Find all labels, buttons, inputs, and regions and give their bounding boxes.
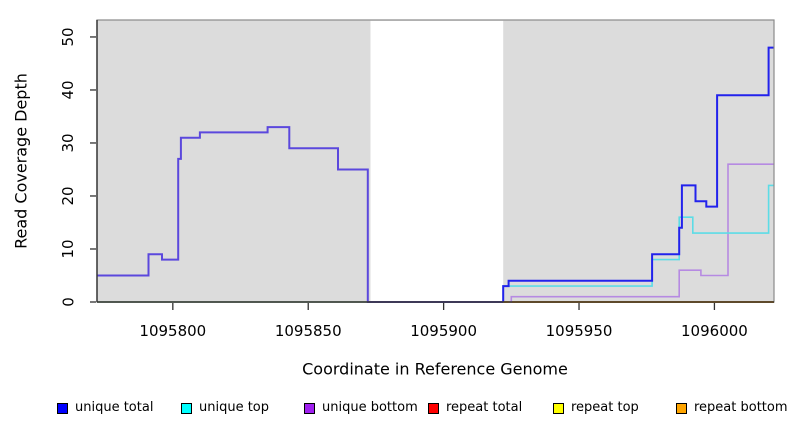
legend-swatch-repeat-bottom [676, 402, 687, 414]
x-tick-label: 1095800 [139, 322, 206, 340]
legend: unique total unique top unique bottom repea… [0, 400, 792, 420]
y-tick-label: 20 [59, 186, 77, 205]
legend-label: unique total [75, 400, 154, 415]
series-unique-top [502, 184, 774, 302]
series-unique-total-left [97, 126, 504, 303]
y-axis-title: Read Coverage Depth [11, 73, 31, 249]
legend-item-unique-bottom: unique bottom [304, 400, 418, 416]
legend-item-unique-top: unique top [181, 400, 269, 416]
x-tick-label: 1095900 [410, 322, 477, 340]
legend-label: unique top [199, 400, 270, 415]
legend-swatch-repeat-total [428, 402, 439, 414]
y-tick-label: 40 [59, 80, 77, 99]
legend-swatch-unique-total [57, 402, 68, 414]
y-tick-label: 30 [59, 133, 77, 152]
y-tick-label: 0 [59, 297, 77, 307]
x-tick-label: 1095950 [546, 322, 613, 340]
legend-label: repeat bottom [694, 400, 788, 415]
legend-label: repeat total [446, 400, 523, 415]
legend-swatch-unique-bottom [304, 402, 315, 414]
legend-item-repeat-total: repeat total [428, 400, 522, 416]
series-unique-total-right [502, 46, 774, 302]
x-axis-title: Coordinate in Reference Genome [302, 359, 568, 379]
masked-gap-region [370, 20, 504, 302]
series-unique-bottom [508, 163, 774, 303]
legend-label: repeat top [571, 400, 639, 415]
y-tick-label: 10 [59, 239, 77, 258]
legend-label: unique bottom [322, 400, 418, 415]
x-tick-label: 1095850 [275, 322, 342, 340]
legend-item-repeat-top: repeat top [553, 400, 639, 416]
legend-swatch-unique-top [181, 402, 192, 414]
legend-item-repeat-bottom: repeat bottom [676, 400, 788, 416]
legend-item-unique-total: unique total [57, 400, 153, 416]
y-tick-label: 50 [59, 27, 77, 46]
legend-swatch-repeat-top [553, 402, 564, 414]
x-tick-label: 1096000 [681, 322, 748, 340]
